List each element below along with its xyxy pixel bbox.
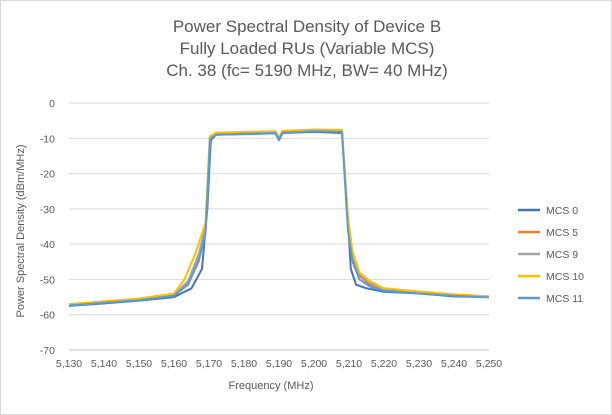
- x-tick-label: 5,180: [231, 358, 257, 370]
- y-axis-ticks: 0 -10 -20 -30 -40 -50 -60 -70: [40, 98, 55, 357]
- gridlines: [69, 102, 489, 351]
- series-line-4: [68, 130, 490, 307]
- y-tick-label: 0: [49, 98, 55, 110]
- x-tick-label: 5,190: [266, 358, 292, 370]
- series-line-2: [68, 129, 490, 306]
- chart-title: Power Spectral Density of Device B Fully…: [166, 17, 448, 80]
- x-tick-label: 5,140: [91, 358, 117, 370]
- chart-title-line-2: Fully Loaded RUs (Variable MCS): [180, 39, 435, 58]
- series-line-3: [68, 128, 490, 306]
- legend-label: MCS 5: [546, 227, 578, 239]
- legend-label: MCS 0: [546, 205, 578, 217]
- y-tick-label: -50: [40, 274, 55, 286]
- y-tick-label: -60: [40, 310, 55, 322]
- x-axis-label: Frequency (MHz): [229, 380, 314, 392]
- legend-label: MCS 11: [546, 293, 583, 305]
- y-tick-label: -30: [40, 204, 55, 216]
- x-tick-label: 5,220: [371, 358, 397, 370]
- y-tick-label: -70: [40, 345, 55, 357]
- legend-label: MCS 9: [546, 249, 578, 261]
- y-tick-label: -40: [40, 239, 55, 251]
- y-axis-label: Power Spectral Density (dBm/MHz): [15, 145, 27, 318]
- x-tick-label: 5,170: [196, 358, 222, 370]
- series-lines: [68, 128, 490, 307]
- legend-label: MCS 10: [546, 271, 584, 283]
- chart-title-line-1: Power Spectral Density of Device B: [173, 17, 441, 36]
- x-axis-ticks: 5,130 5,140 5,150 5,160 5,170 5,180 5,190 5,200…: [56, 358, 502, 370]
- y-tick-label: -20: [40, 169, 55, 181]
- x-tick-label: 5,150: [126, 358, 152, 370]
- x-tick-label: 5,160: [161, 358, 187, 370]
- x-tick-label: 5,240: [441, 358, 467, 370]
- legend: MCS 0 MCS 5 MCS 9 MCS 10 MCS 11: [518, 205, 584, 305]
- x-tick-label: 5,250: [476, 358, 502, 370]
- y-tick-label: -10: [40, 133, 55, 145]
- x-tick-label: 5,210: [336, 358, 362, 370]
- x-tick-label: 5,130: [56, 358, 82, 370]
- chart-title-line-3: Ch. 38 (fc= 5190 MHz, BW= 40 MHz): [166, 61, 448, 80]
- x-tick-label: 5,230: [406, 358, 432, 370]
- x-tick-label: 5,200: [301, 358, 327, 370]
